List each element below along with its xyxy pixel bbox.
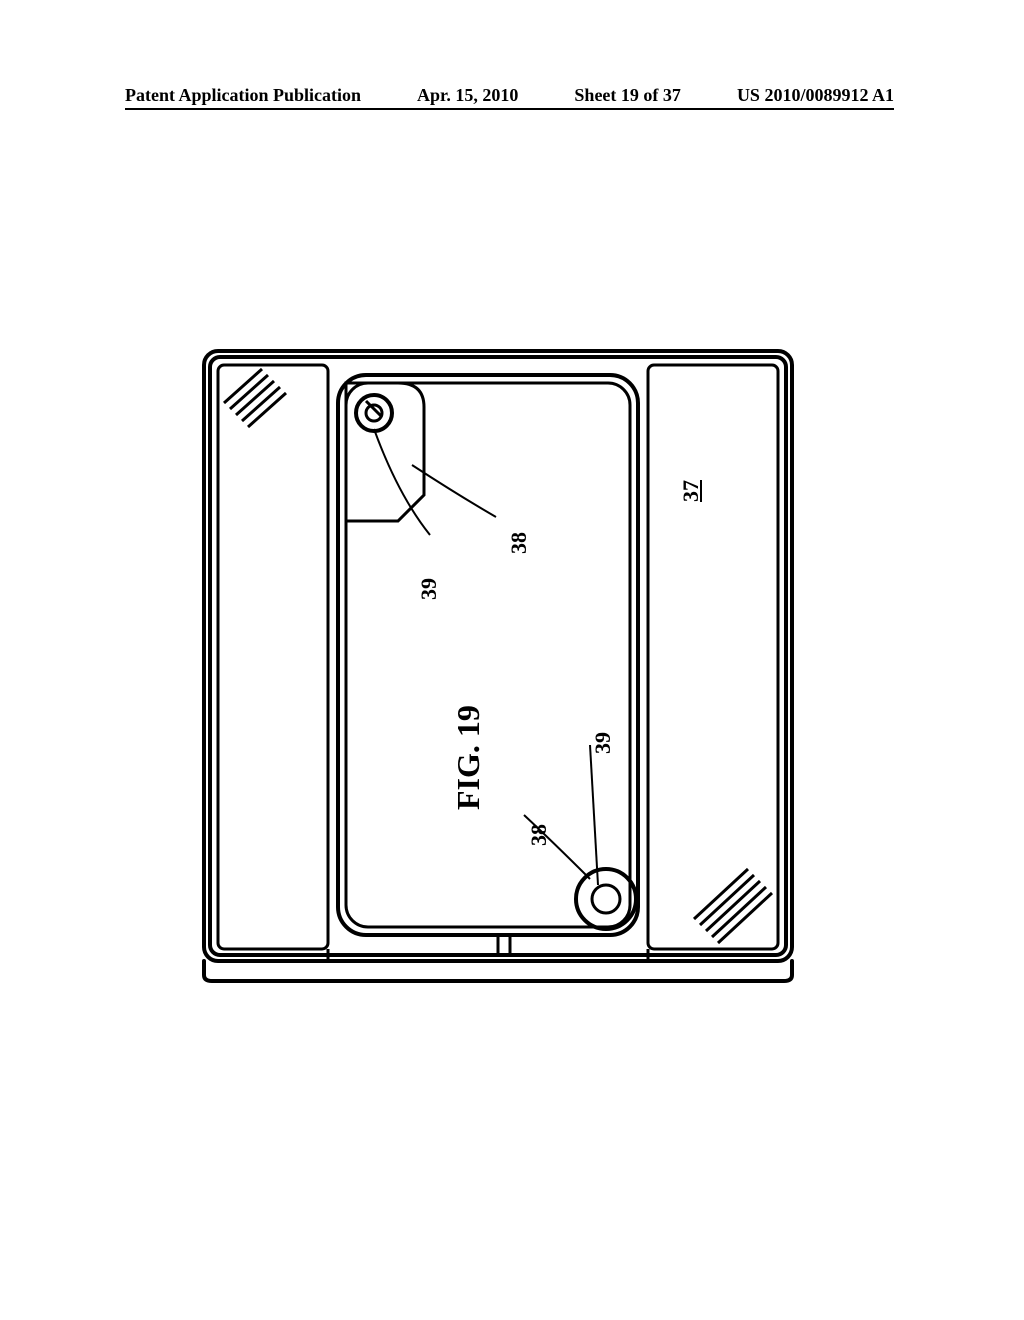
header-rule (125, 108, 894, 110)
publication-date: Apr. 15, 2010 (417, 85, 518, 106)
ref-38-lower: 38 (526, 824, 552, 846)
ref-39-lower: 39 (590, 732, 616, 754)
ref-39-upper: 39 (416, 578, 442, 600)
sheet-number: Sheet 19 of 37 (574, 85, 681, 106)
ref-38-upper: 38 (506, 532, 532, 554)
publication-type: Patent Application Publication (125, 85, 361, 106)
figure-19 (198, 345, 798, 985)
page-header: Patent Application Publication Apr. 15, … (0, 85, 1024, 106)
figure-label: FIG. 19 (450, 705, 487, 810)
publication-number: US 2010/0089912 A1 (737, 85, 894, 106)
figure-svg (198, 345, 798, 985)
ref-37: 37 (678, 480, 704, 502)
